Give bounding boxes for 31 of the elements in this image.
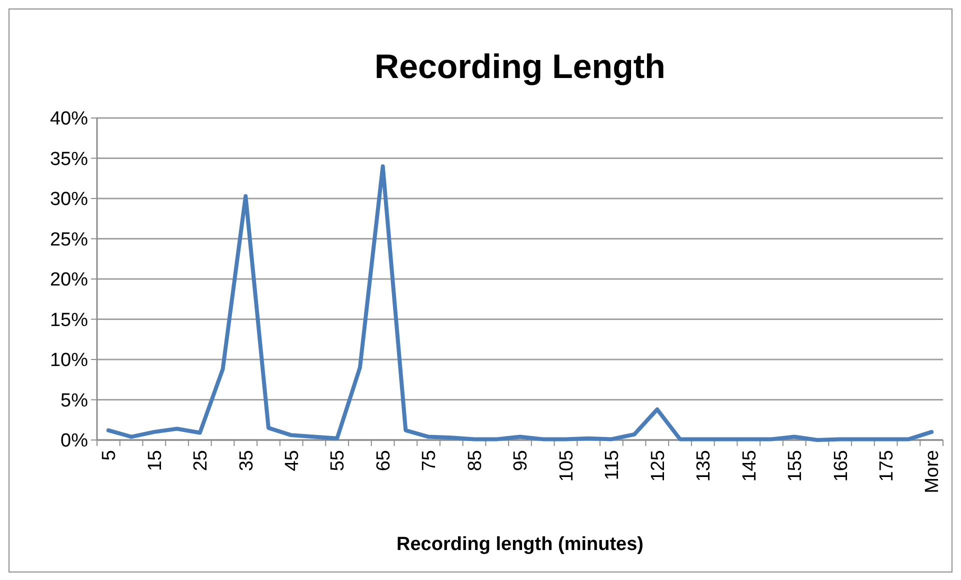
y-tick-label: 0%	[60, 430, 88, 452]
x-tick-label: 5	[99, 450, 120, 461]
y-tick-label: 10%	[50, 350, 88, 372]
y-tick-label: 35%	[50, 148, 88, 170]
x-tick-label: 65	[373, 450, 394, 472]
x-tick-label: 15	[144, 450, 166, 472]
chart-title: Recording Length	[374, 48, 666, 86]
line-series	[106, 164, 934, 442]
y-tick-label: 15%	[50, 310, 88, 331]
x-tick-label: 75	[419, 450, 440, 472]
x-tick-label: 135	[694, 450, 715, 482]
y-tick-label: 5%	[60, 390, 88, 412]
x-tick-label: 115	[602, 450, 624, 480]
x-tick-label: 105	[556, 450, 578, 482]
y-tick-label: 40%	[50, 108, 88, 130]
x-tick-label: 45	[282, 450, 303, 472]
x-tick-label: 145	[739, 450, 760, 482]
x-tick-label: 125	[648, 450, 669, 482]
x-tick-label: 175	[876, 450, 898, 482]
x-tick-label: 55	[328, 450, 349, 472]
x-tick-label: More	[922, 450, 944, 494]
y-tick-label: 30%	[50, 189, 88, 210]
y-tick-label: 20%	[50, 270, 88, 291]
x-tick-label: 25	[190, 450, 212, 472]
x-axis-title: Recording length (minutes)	[396, 534, 644, 555]
x-tick-label: 35	[236, 450, 258, 472]
x-tick-label: 165	[830, 450, 852, 482]
y-tick-label: 25%	[50, 229, 88, 250]
x-tick-label: 95	[510, 450, 532, 472]
x-tick-label: 155	[785, 450, 806, 482]
x-tick-label: 85	[464, 450, 486, 472]
